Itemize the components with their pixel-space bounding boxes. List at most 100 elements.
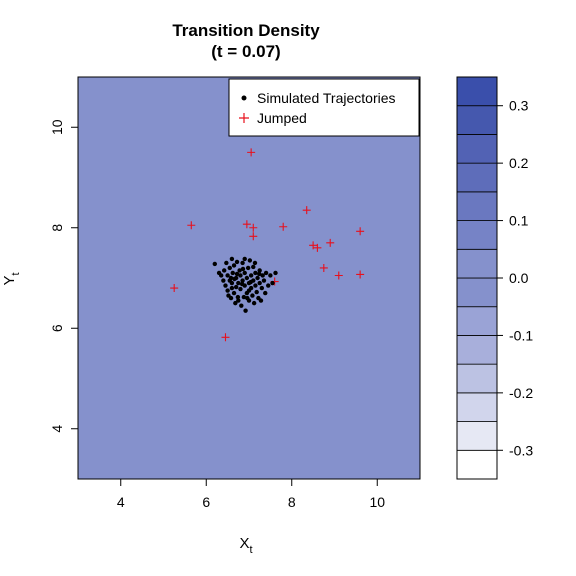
trajectory-point (236, 298, 241, 303)
legend-plus-icon (239, 113, 249, 123)
y-axis-label: Yt (1, 272, 22, 285)
trajectory-point (225, 288, 230, 293)
legend-dot-icon (241, 95, 247, 101)
trajectory-point (229, 285, 235, 291)
trajectory-point (251, 264, 256, 270)
trajectory-point (273, 270, 278, 276)
trajectory-point (234, 259, 240, 265)
trajectory-point (255, 275, 260, 281)
legend-label-simulated: Simulated Trajectories (257, 90, 396, 106)
trajectory-point (239, 281, 245, 287)
jumped-point (279, 222, 288, 231)
y-axis-label-subscript: t (10, 272, 22, 275)
colorbar-band (456, 105, 498, 135)
trajectory-point (261, 278, 267, 283)
colorbar-band (456, 421, 498, 451)
jumped-point (326, 238, 335, 247)
colorbar-band (456, 191, 498, 221)
trajectory-point (248, 279, 253, 285)
colorbar-band (456, 162, 498, 193)
colorbar-band (456, 76, 498, 107)
jumped-point (356, 227, 365, 236)
jumped-point (319, 263, 328, 272)
colorbar-band (456, 134, 498, 164)
chart-title-line1: Transition Density (172, 21, 320, 40)
colorbar-band (456, 220, 498, 250)
colorbar: -0.3 -0.2 -0.1 0.0 0.1 0.2 0.3 (456, 76, 533, 480)
jumped-point (334, 271, 343, 280)
trajectory-point (219, 273, 224, 278)
trajectory-point (253, 270, 258, 276)
trajectory-point (257, 271, 262, 277)
legend: Simulated Trajectories Jumped (228, 78, 420, 137)
trajectory-point (245, 295, 250, 301)
colorbar-band (456, 392, 498, 422)
x-tick-label: 10 (369, 494, 385, 510)
trajectory-point (227, 265, 232, 271)
trajectory-point (233, 300, 238, 306)
trajectory-point (266, 283, 271, 288)
jumped-point (313, 243, 322, 252)
trajectory-point (254, 289, 259, 295)
colorbar-tick-label: 0.2 (509, 155, 529, 171)
colorbar-band (456, 306, 498, 336)
plot-border (77, 76, 421, 480)
colorbar-band (456, 363, 498, 394)
trajectory-point (244, 275, 250, 281)
jumped-point (249, 232, 258, 241)
trajectory-point (250, 293, 255, 298)
trajectory-point (243, 308, 248, 313)
colorbar-tick-label: 0.3 (509, 98, 529, 114)
legend-label-jumped: Jumped (257, 110, 307, 126)
data-points-layer (170, 148, 365, 342)
trajectory-point (240, 278, 245, 283)
colorbar-tick-label: -0.3 (509, 442, 533, 458)
y-tick-label: 4 (49, 425, 65, 433)
jumped-point (187, 221, 196, 230)
jumped-point (170, 284, 179, 293)
jumped-point (221, 333, 230, 342)
colorbar-tick-label: 0.0 (509, 270, 529, 286)
colorbar-band (456, 335, 498, 365)
trajectory-point (238, 273, 243, 278)
jumped-point (249, 223, 258, 232)
trajectory-point (232, 276, 237, 282)
trajectory-point (257, 268, 262, 273)
x-tick-label: 4 (117, 494, 125, 510)
y-axis-ticks: 4 6 8 10 (49, 119, 78, 433)
y-tick-label: 6 (49, 324, 65, 332)
trajectory-point (251, 300, 257, 306)
trajectory-point (236, 280, 241, 286)
trajectory-point (238, 286, 243, 292)
colorbar-tick-label: -0.2 (509, 385, 533, 401)
trajectory-point (235, 294, 241, 300)
trajectory-point (240, 266, 246, 272)
trajectory-point (231, 290, 237, 296)
trajectory-point (258, 298, 264, 303)
jumped-point (302, 206, 311, 215)
trajectory-point (239, 303, 244, 308)
x-axis-label-subscript: t (249, 544, 252, 556)
jumped-point (242, 220, 251, 229)
trajectory-point (270, 280, 275, 286)
trajectory-point (241, 294, 247, 300)
trajectory-point (226, 293, 231, 298)
trajectory-point (242, 270, 247, 276)
trajectory-point (230, 270, 235, 276)
jumped-point (309, 241, 318, 250)
colorbar-tick-label: 0.1 (509, 213, 529, 229)
trajectory-point (263, 270, 269, 276)
colorbar-band (456, 449, 498, 480)
chart-title-line2: (t = 0.07) (211, 42, 280, 61)
legend-box (228, 78, 420, 137)
colorbar-band (456, 248, 498, 279)
trajectory-point (233, 284, 239, 290)
trajectory-point (224, 260, 229, 266)
trajectory-point (234, 271, 240, 277)
trajectory-point (231, 263, 237, 268)
jumped-point (356, 270, 365, 279)
trajectory-point (225, 273, 230, 278)
trajectory-point (260, 273, 265, 278)
trajectory-point (222, 268, 227, 273)
